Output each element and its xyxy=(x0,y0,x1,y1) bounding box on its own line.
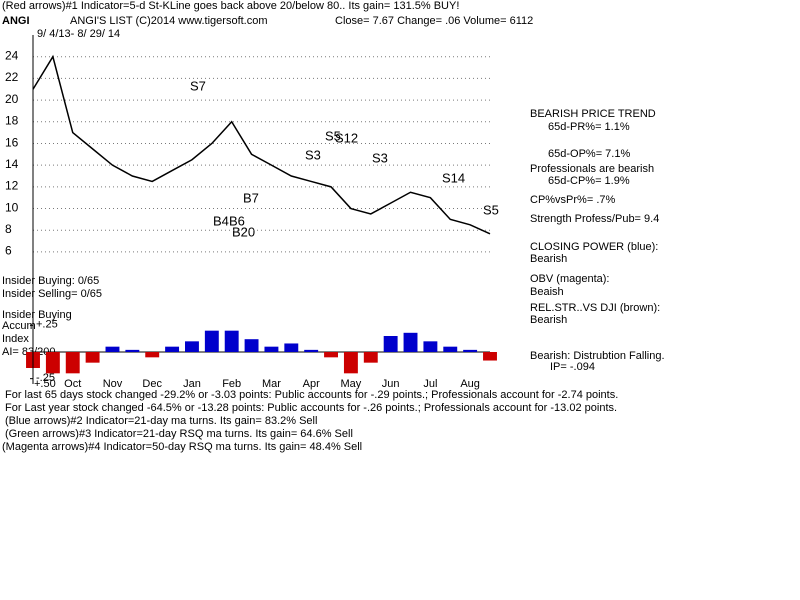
y-tick-label: 20 xyxy=(5,92,19,106)
signal-label: B7 xyxy=(243,191,259,206)
x-tick-label: Nov xyxy=(103,378,123,390)
x-tick-label: Apr xyxy=(303,378,320,390)
x-tick-label: Jun xyxy=(382,378,400,390)
side-label: Insider Selling= 0/65 xyxy=(2,288,102,300)
stat-label: OBV (magenta): xyxy=(530,273,609,285)
accum-bar xyxy=(463,349,478,352)
y-tick-label: 14 xyxy=(5,157,19,171)
signal-label: S7 xyxy=(190,79,206,94)
signal-label: S3 xyxy=(372,151,388,166)
y-tick-label: 8 xyxy=(5,222,12,236)
footer-line: (Green arrows)#3 Indicator=21-day RSQ ma… xyxy=(5,428,353,440)
stat-label: 65d-OP%= 7.1% xyxy=(548,148,630,160)
signal-label: B6 xyxy=(229,214,245,229)
stat-label: 65d-CP%= 1.9% xyxy=(548,175,630,187)
accum-bar xyxy=(145,352,160,358)
accum-bar xyxy=(185,341,199,352)
accum-bar xyxy=(363,352,378,363)
y-tick-label: 12 xyxy=(5,179,19,193)
footer-line: For Last year stock changed -64.5% or -1… xyxy=(5,402,617,414)
stat-label: Professionals are bearish xyxy=(530,163,654,175)
side-label: +.50 xyxy=(34,378,56,390)
accum-bar xyxy=(45,352,60,374)
signal-label: S14 xyxy=(442,171,465,186)
stat-label: Bearish: Distrubtion Falling. xyxy=(530,350,665,362)
x-tick-label: Jan xyxy=(183,378,201,390)
stat-label: BEARISH PRICE TREND xyxy=(530,108,656,120)
stat-label: CLOSING POWER (blue): xyxy=(530,241,658,253)
x-tick-label: Mar xyxy=(262,378,281,390)
side-label: Insider Buying: 0/65 xyxy=(2,275,99,287)
indicator-line: (Red arrows)#1 Indicator=5-d St-KLine go… xyxy=(2,0,459,12)
signal-label: S3 xyxy=(305,148,321,163)
footer-line: (Magenta arrows)#4 Indicator=50-day RSQ … xyxy=(2,441,362,453)
accum-bar xyxy=(403,332,418,352)
signal-label: S5 xyxy=(325,129,341,144)
accum-bar xyxy=(85,352,100,363)
x-tick-label: Dec xyxy=(142,378,162,390)
y-tick-label: 6 xyxy=(5,244,12,258)
x-tick-label: Feb xyxy=(222,378,241,390)
x-tick-label: May xyxy=(341,378,362,390)
footer-line: For last 65 days stock changed -29.2% or… xyxy=(5,389,618,401)
company: ANGI'S LIST (C)2014 www.tigersoft.com xyxy=(70,15,268,27)
accum-bar xyxy=(204,330,219,352)
quote: Close= 7.67 Change= .06 Volume= 6112 xyxy=(335,15,533,27)
accum-bar xyxy=(244,339,259,352)
stat-label: Strength Profess/Pub= 9.4 xyxy=(530,213,659,225)
y-tick-label: 10 xyxy=(5,200,19,214)
stat-label: REL.STR..VS DJI (brown): xyxy=(530,302,660,314)
y-tick-label: -.25 xyxy=(36,372,55,384)
y-tick-label: 24 xyxy=(5,48,19,62)
accum-bar xyxy=(264,346,279,352)
accum-bar xyxy=(324,352,338,358)
stat-label: Beaish xyxy=(530,286,564,298)
footer-line: (Blue arrows)#2 Indicator=21-day ma turn… xyxy=(5,415,317,427)
accum-bar xyxy=(284,343,299,352)
accum-bar xyxy=(443,346,458,352)
side-label: Index xyxy=(2,333,29,345)
accum-bar xyxy=(483,352,497,361)
date-range: 9/ 4/13- 8/ 29/ 14 xyxy=(37,28,120,40)
accum-bar xyxy=(423,341,438,352)
price-line xyxy=(32,54,491,235)
stat-label: Bearish xyxy=(530,314,567,326)
stat-label: IP= -.094 xyxy=(550,361,595,373)
x-tick-label: Aug xyxy=(460,378,480,390)
stat-label: Bearish xyxy=(530,253,567,265)
stat-label: 65d-PR%= 1.1% xyxy=(548,121,630,133)
accum-bar xyxy=(65,352,80,374)
side-label: Accum xyxy=(2,320,36,332)
stat-label: CP%vsPr%= .7% xyxy=(530,194,615,206)
y-tick-label: 22 xyxy=(5,70,19,84)
x-tick-label: Oct xyxy=(64,378,81,390)
accum-bar xyxy=(383,336,398,352)
accum-bar xyxy=(125,349,140,352)
accum-bar xyxy=(343,352,358,374)
accum-bar xyxy=(165,346,180,352)
signal-label: B20 xyxy=(232,225,255,240)
y-tick-label: +.25 xyxy=(36,319,58,331)
signal-label: S12 xyxy=(335,131,358,146)
side-label: Insider Buying xyxy=(2,309,72,321)
accum-bar xyxy=(304,349,319,352)
y-tick-label: 18 xyxy=(5,114,19,128)
accum-bar xyxy=(105,346,120,352)
signal-label: B4 xyxy=(213,214,229,229)
signal-label: S5 xyxy=(483,203,499,218)
ticker: ANGI xyxy=(2,15,30,27)
y-tick-label: 16 xyxy=(5,135,19,149)
x-tick-label: Jul xyxy=(423,378,437,390)
accum-bar xyxy=(224,330,239,352)
